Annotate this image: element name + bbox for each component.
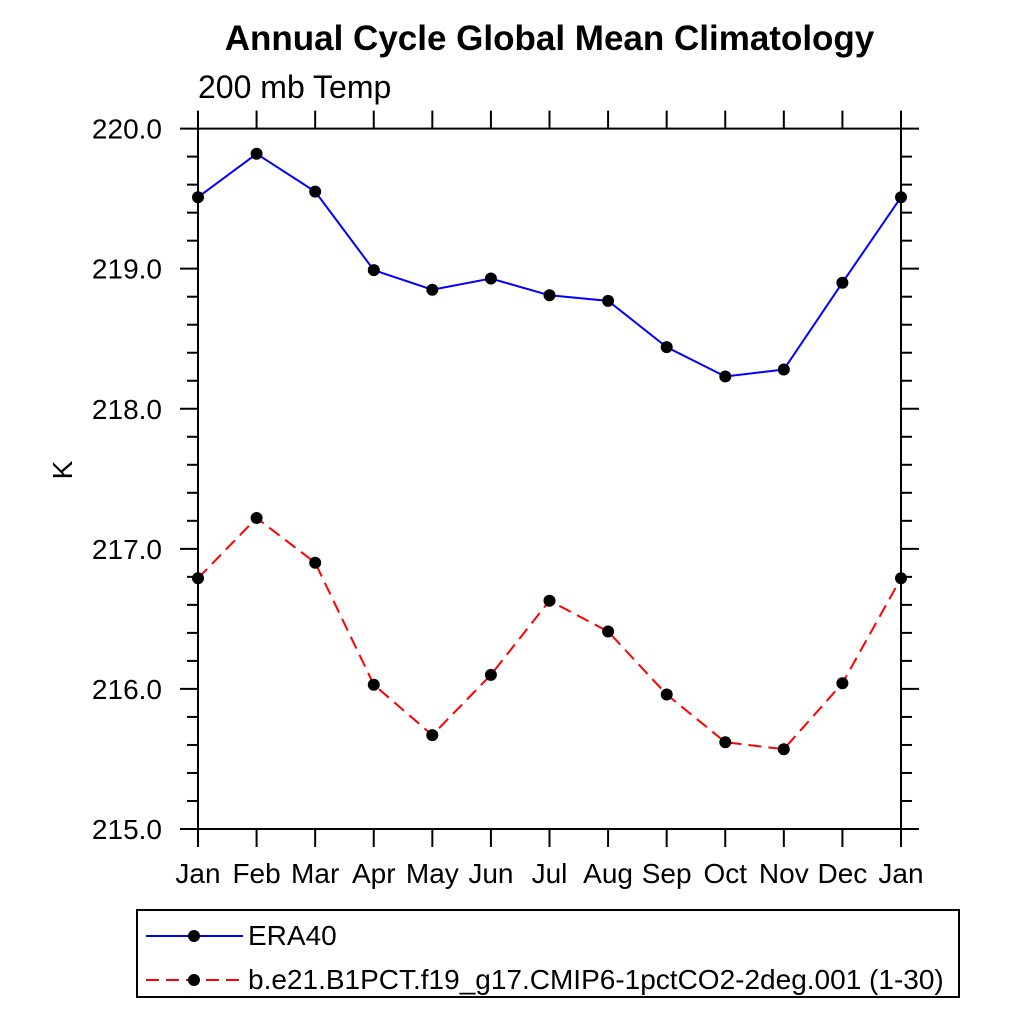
axes	[180, 110, 919, 847]
data-point	[602, 294, 615, 307]
x-tick-label: Nov	[759, 858, 809, 889]
data-point	[426, 729, 439, 742]
y-tick-label: 218.0	[92, 394, 162, 425]
era40-line-sample	[146, 930, 243, 942]
x-tick-label: Dec	[818, 858, 868, 889]
y-tick-labels: 215.0 216.0 217.0 218.0 219.0 220.0	[92, 114, 162, 845]
y-tick-label: 215.0	[92, 814, 162, 845]
data-point	[777, 743, 790, 756]
data-point	[895, 572, 907, 585]
x-tick-label: Apr	[352, 858, 396, 889]
data-point	[192, 572, 204, 585]
data-point	[192, 191, 204, 204]
x-tick-label: Oct	[703, 858, 747, 889]
data-point	[250, 147, 263, 160]
x-tick-label: May	[406, 858, 459, 889]
data-point	[777, 363, 790, 376]
data-point	[543, 594, 556, 607]
data-point	[309, 185, 322, 198]
x-tick-label: Jun	[468, 858, 513, 889]
model-line-sample	[146, 974, 243, 986]
era40-line	[197, 152, 902, 378]
series-era40	[192, 147, 907, 383]
x-tick-label: Aug	[583, 858, 633, 889]
x-tick-label: Feb	[232, 858, 280, 889]
legend-entry-model: b.e21.B1PCT.f19_g17.CMIP6-1pctCO2-2deg.0…	[141, 966, 944, 994]
legend-entry-era40: ERA40	[141, 922, 337, 950]
data-point	[426, 283, 439, 296]
legend-label-model: b.e21.B1PCT.f19_g17.CMIP6-1pctCO2-2deg.0…	[248, 964, 944, 995]
x-tick-labels: Jan Feb Mar Apr May Jun Jul Aug Sep Oct Nov Dec Jan	[175, 858, 923, 889]
x-tick-label: Jan	[175, 858, 220, 889]
y-tick-label: 220.0	[92, 114, 162, 145]
y-tick-label: 217.0	[92, 534, 162, 565]
data-point	[367, 264, 380, 277]
y-tick-label: 219.0	[92, 254, 162, 285]
data-point	[660, 688, 673, 701]
x-tick-label: Sep	[642, 858, 692, 889]
chart-subtitle: 200 mb Temp	[198, 69, 392, 105]
data-point	[895, 191, 907, 204]
data-point	[484, 272, 497, 285]
model-line	[197, 516, 902, 751]
x-tick-label: Mar	[291, 858, 339, 889]
x-tick-label: Jul	[532, 858, 568, 889]
legend-label-era40: ERA40	[248, 920, 337, 951]
x-tick-label: Jan	[878, 858, 923, 889]
data-point	[250, 512, 263, 524]
data-point	[367, 678, 380, 691]
data-point	[836, 276, 849, 289]
data-point	[543, 289, 556, 302]
legend: ERA40 b.e21.B1PCT.f19_g17.CMIP6-1pctCO2-…	[136, 909, 960, 998]
y-tick-label: 216.0	[92, 674, 162, 705]
series-model	[192, 512, 907, 756]
data-point	[602, 625, 615, 638]
data-point	[660, 341, 673, 354]
chart-title: Annual Cycle Global Mean Climatology	[224, 19, 875, 58]
data-point	[719, 736, 732, 749]
y-axis-title: K	[47, 460, 78, 479]
data-point	[484, 668, 497, 681]
data-point	[309, 556, 322, 569]
data-point	[836, 677, 849, 690]
data-point	[719, 370, 732, 383]
y-axis-label: K	[47, 460, 78, 479]
